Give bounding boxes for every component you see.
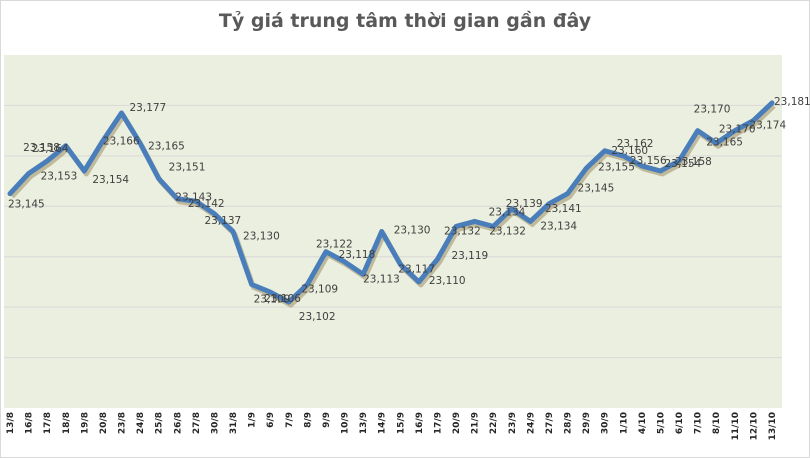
- x-axis-tick-label: 13/8: [6, 412, 16, 434]
- x-axis-tick-label: 1/10: [619, 412, 629, 434]
- x-axis-tick-label: 20/8: [99, 412, 109, 434]
- x-axis-tick-label: 20/9: [452, 412, 462, 434]
- data-label: 23,156: [630, 155, 667, 167]
- data-label: 23,106: [264, 293, 301, 305]
- data-label: 23,154: [664, 158, 701, 170]
- data-label: 23,153: [41, 171, 78, 183]
- x-axis-tick-label: 18/8: [62, 412, 72, 434]
- x-axis-labels: 13/8 16/8 17/8 18/8 19/8 20/8 23/8 24/8 25/8 26/8…: [6, 412, 778, 440]
- data-label: 23,122: [316, 239, 353, 251]
- x-axis-tick-label: 6/9: [266, 412, 276, 428]
- data-label: 23,143: [175, 192, 212, 204]
- data-label: 23,165: [706, 136, 743, 148]
- data-label: 23,174: [749, 120, 786, 132]
- x-axis-tick-label: 5/10: [656, 412, 666, 434]
- data-label: 23,130: [394, 225, 431, 237]
- data-label: 23,102: [299, 311, 336, 323]
- x-axis-tick-label: 21/9: [471, 412, 481, 434]
- x-axis-tick-label: 19/8: [80, 412, 90, 434]
- x-axis-tick-label: 8/10: [712, 412, 722, 434]
- x-axis-tick-label: 7/9: [285, 412, 295, 428]
- data-label: 23,154: [92, 174, 129, 186]
- x-axis-tick-label: 16/8: [25, 412, 35, 434]
- x-axis-tick-label: 30/9: [601, 412, 611, 434]
- x-axis-tick-label: 29/9: [582, 412, 592, 434]
- data-label: 23,164: [32, 143, 69, 155]
- chart-title: Tỷ giá trung tâm thời gian gần đây: [218, 10, 592, 32]
- data-label: 23,151: [169, 162, 206, 174]
- x-axis-tick-label: 9/9: [322, 412, 332, 428]
- data-label: 23,165: [148, 140, 185, 152]
- x-axis-tick-label: 12/10: [749, 412, 759, 440]
- x-axis-tick-label: 13/9: [359, 412, 369, 434]
- x-axis-tick-label: 11/10: [731, 412, 741, 440]
- series-line: [7, 100, 775, 305]
- x-axis-tick-label: 31/8: [229, 412, 239, 434]
- x-axis-tick-label: 24/8: [136, 412, 146, 434]
- data-label: 23,160: [611, 145, 648, 157]
- data-label: 23,110: [429, 275, 466, 287]
- x-axis-tick-label: 10/9: [341, 412, 351, 434]
- x-axis-tick-label: 24/9: [526, 412, 536, 434]
- data-label: 23,130: [243, 231, 280, 243]
- data-label: 23,181: [774, 96, 810, 108]
- data-label: 23,137: [204, 215, 241, 227]
- x-axis-tick-label: 16/9: [415, 412, 425, 434]
- x-axis-tick-label: 14/9: [378, 412, 388, 434]
- data-label: 23,134: [540, 220, 577, 232]
- data-label: 23,170: [719, 124, 756, 136]
- x-axis-tick-label: 27/8: [192, 412, 202, 434]
- x-axis-tick-label: 28/9: [564, 412, 574, 434]
- data-label: 23,139: [506, 198, 543, 210]
- x-axis-tick-label: 23/9: [508, 412, 518, 434]
- x-axis-tick-label: 27/9: [545, 412, 555, 434]
- x-axis-tick-label: 6/10: [675, 412, 685, 434]
- data-label: 23,118: [339, 249, 376, 261]
- data-label: 23,117: [398, 263, 435, 275]
- data-series: [7, 100, 776, 308]
- data-label: 23,109: [301, 283, 338, 295]
- gridlines: [4, 104, 782, 359]
- data-label: 23,145: [8, 199, 45, 211]
- data-label: 23,142: [188, 198, 225, 210]
- data-label: 23,134: [489, 206, 526, 218]
- data-label: 23,119: [451, 250, 488, 262]
- data-label: 23,132: [489, 225, 526, 237]
- data-label: 23,158: [675, 156, 712, 168]
- data-label: 23,141: [545, 203, 582, 215]
- x-axis-tick-label: 30/8: [210, 412, 220, 434]
- x-axis-tick-label: 26/8: [173, 412, 183, 434]
- x-axis-tick-label: 25/8: [155, 412, 165, 434]
- x-axis-tick-label: 13/10: [768, 412, 778, 440]
- x-axis-tick-label: 8/9: [303, 412, 313, 428]
- data-label: 23,170: [694, 104, 731, 116]
- data-label: 23,113: [363, 273, 400, 285]
- x-axis-tick-label: 15/9: [396, 412, 406, 434]
- x-axis-tick-label: 7/10: [694, 412, 704, 434]
- data-label: 23,155: [598, 161, 635, 173]
- x-axis-tick-label: 1/9: [248, 412, 258, 428]
- x-axis-tick-label: 17/8: [43, 412, 53, 434]
- plot-area: [4, 55, 782, 408]
- data-label: 23,145: [578, 183, 615, 195]
- data-label: 23,132: [444, 225, 481, 237]
- data-label: 23,177: [130, 102, 167, 114]
- data-label: 23,158: [23, 142, 60, 154]
- x-axis-tick-label: 17/9: [433, 412, 443, 434]
- x-axis-tick-label: 4/10: [638, 412, 648, 434]
- x-axis-tick-label: 23/8: [118, 412, 128, 434]
- x-axis-tick-label: 22/9: [489, 412, 499, 434]
- data-labels: 23,14523,15323,15823,16423,15423,16623,1…: [8, 96, 810, 323]
- data-label: 23,109: [254, 293, 291, 305]
- data-label: 23,162: [617, 138, 654, 150]
- data-label: 23,166: [103, 136, 140, 148]
